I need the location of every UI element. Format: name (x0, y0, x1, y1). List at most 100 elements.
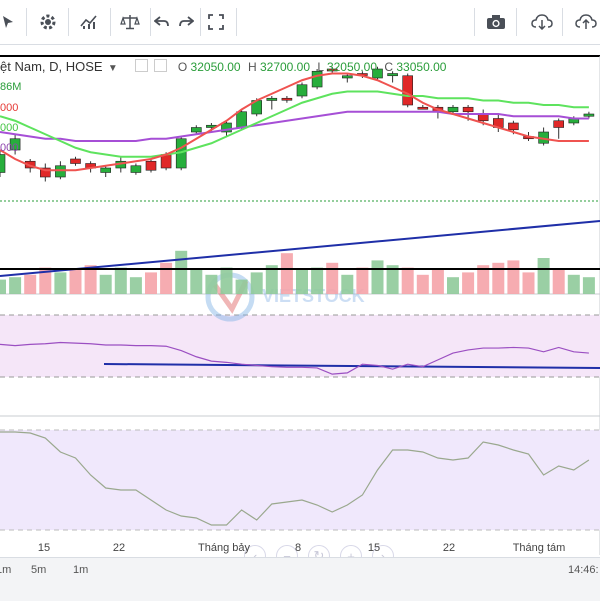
ma-mid-value-label: 000 (0, 122, 19, 134)
time-tick: 15 (37, 542, 51, 554)
timeframe-button[interactable]: 1m (0, 564, 12, 576)
candle-body (100, 167, 111, 173)
volume-bar (24, 274, 37, 294)
volume-bar (190, 270, 203, 294)
volume-bar (280, 253, 293, 294)
time-axis[interactable]: 15 22 Tháng bảy 8 15 22 Tháng tám (0, 540, 600, 556)
candle-body (326, 68, 338, 72)
candle-body (0, 154, 6, 173)
volume-bar (39, 267, 52, 294)
volume-bar (311, 267, 324, 294)
candle-body (387, 73, 398, 77)
volume-bar (326, 262, 339, 294)
legend-hide-icon[interactable] (153, 59, 167, 72)
ma-mid-line (0, 90, 589, 158)
stochastic-line (0, 431, 590, 526)
time-tick: 15 (367, 542, 381, 554)
fullscreen-icon[interactable] (198, 8, 234, 36)
time-tick: 22 (442, 542, 456, 554)
volume-bar (582, 277, 595, 294)
candle-body (9, 138, 21, 151)
volume-bar (567, 274, 580, 294)
gear-icon[interactable] (30, 8, 66, 36)
candle-body (130, 165, 142, 173)
ma-slow-line (0, 110, 589, 142)
candle-body (191, 127, 202, 133)
candle-body (402, 75, 414, 106)
timeframe-bar: 1m 5m 1m 14:46: (0, 557, 600, 601)
time-tick: 8 (294, 542, 302, 554)
candle-body (236, 111, 247, 128)
candle-body (145, 160, 157, 171)
volume-bar (477, 265, 490, 294)
camera-icon[interactable] (478, 8, 514, 36)
candle-body (24, 160, 36, 169)
open-value: 32050.00 (190, 60, 241, 74)
volume-bar (537, 258, 550, 294)
candle-body (372, 68, 383, 79)
cloud-download-icon[interactable] (524, 8, 560, 36)
high-value: 32700.00 (259, 60, 311, 74)
ma-fast-value-label: 000 (0, 102, 19, 114)
candle-body (508, 122, 519, 131)
time-tick: 22 (112, 542, 126, 554)
close-label: C (384, 60, 394, 74)
volume-bar (250, 272, 263, 294)
volume-bar (296, 270, 308, 294)
time-tick: Tháng tám (512, 542, 566, 554)
candle-body (221, 122, 232, 133)
cloud-upload-icon[interactable] (568, 8, 600, 36)
undo-icon[interactable] (144, 8, 180, 36)
redo-icon[interactable] (168, 8, 204, 36)
candle-body (583, 113, 595, 117)
volume-bar (205, 274, 218, 294)
timeframe-button[interactable]: 5m (31, 564, 47, 576)
legend-settings-icon[interactable] (135, 59, 149, 72)
cursor-icon[interactable] (0, 8, 26, 36)
high-label: H (247, 60, 257, 74)
volume-bar (160, 262, 173, 294)
volume-bar (54, 272, 67, 294)
candle-body (417, 106, 429, 110)
volume-value-label: 86M (0, 81, 22, 93)
volume-bar (99, 274, 112, 294)
candle-body (553, 120, 565, 128)
volume-bar (356, 267, 369, 294)
candle-body (39, 167, 51, 178)
volume-bar (522, 272, 535, 294)
volume-bar (220, 267, 233, 294)
volume-bar (431, 270, 444, 294)
balance-icon[interactable] (112, 8, 148, 36)
timeframe-button[interactable]: 1m (73, 564, 89, 576)
volume-bar (84, 265, 97, 294)
volume-bar (69, 270, 82, 294)
clock-label: 14:46: (568, 564, 599, 576)
volume-bar (371, 260, 384, 294)
open-label: O (177, 60, 188, 74)
trend-line-support[interactable] (0, 220, 600, 277)
chart-toolbar (0, 0, 600, 45)
chart-legend: ệt Nam, D, HOSE ▼ O 32050.00 H 32700.00 … (0, 59, 446, 74)
volume-bar (145, 272, 157, 294)
volume-bar (462, 272, 475, 294)
symbol-dropdown-icon[interactable]: ▼ (107, 63, 118, 74)
volume-bar (447, 277, 459, 294)
volume-bar (492, 262, 505, 294)
volume-bar (9, 277, 22, 294)
indicators-icon[interactable] (72, 8, 108, 36)
volume-bar (265, 265, 278, 294)
chart-area[interactable]: VIETSTOCK ệt Nam, D, HOSE ▼ O 32050.00 H… (0, 45, 600, 567)
volume-bar (129, 277, 142, 294)
chart-canvas[interactable]: VIETSTOCK (0, 45, 600, 555)
volume-bar (175, 250, 188, 294)
volume-bar (552, 270, 565, 294)
symbol-label[interactable]: ệt Nam, D, HOSE (0, 59, 103, 74)
volume-bar (341, 274, 354, 294)
volume-bar (235, 279, 248, 294)
low-label: L (317, 60, 324, 74)
low-value: 32050.00 (326, 60, 378, 74)
rsi-trend-line[interactable] (103, 363, 600, 369)
volume-bar (0, 279, 6, 294)
volume-bar (401, 267, 414, 294)
close-value: 33050.00 (396, 60, 447, 74)
